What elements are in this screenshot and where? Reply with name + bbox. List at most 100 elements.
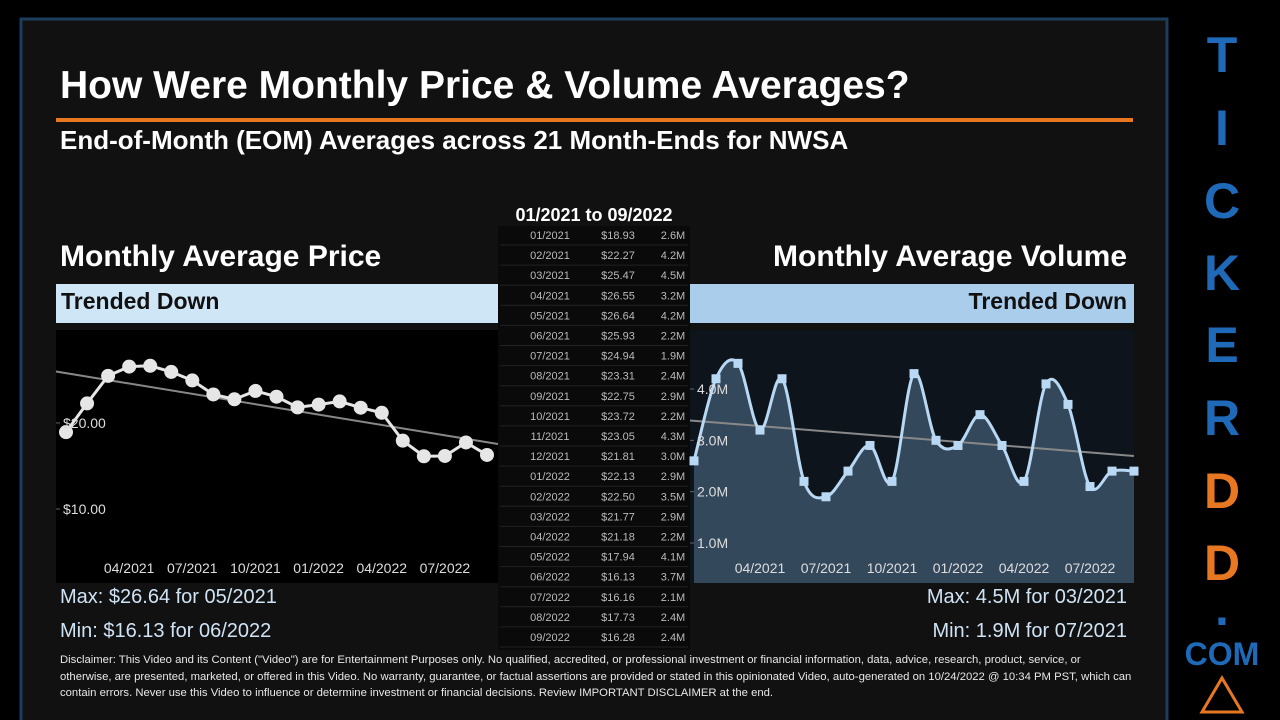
trend-line [55,370,499,446]
table-date: 12/2021 [530,451,570,463]
y-tick-label: $10.00 [63,501,106,517]
table-price: $24.94 [601,351,635,363]
marker [311,397,326,412]
table-volume: 2.2M [661,411,685,423]
marker [953,440,963,450]
brand-letter: C [1204,173,1240,229]
table-price: $25.93 [601,331,635,343]
table-volume: 4.3M [661,431,685,443]
table-bg [498,226,690,650]
marker [480,447,494,462]
min-label: Min: 1.9M for 07/2021 [932,620,1127,642]
marker [909,369,919,379]
table-price: $22.27 [601,250,635,262]
marker [80,396,95,411]
brand-letter: I [1215,100,1229,156]
marker [1063,399,1073,409]
table-volume: 2.9M [661,511,685,523]
table-volume: 3.7M [661,572,685,584]
table-price: $26.55 [601,290,635,302]
table-price: $23.31 [601,371,635,383]
marker [1019,476,1029,486]
marker [437,448,452,463]
logo [1199,675,1245,714]
table-price: $22.13 [601,471,635,483]
marker [1107,466,1117,476]
y-tick-label: 3.0M [697,432,728,448]
marker [290,400,305,415]
table-volume: 4.1M [661,552,685,564]
table-volume: 3.5M [661,491,685,503]
max-label: Max: $26.64 for 05/2021 [60,586,277,608]
brand-letter: . [1215,580,1229,636]
brand-letter: E [1205,317,1238,373]
table-volume: 4.5M [661,270,685,282]
line [692,358,1135,500]
brand-letter: D [1204,535,1240,591]
table-date: 10/2021 [530,411,570,423]
table-volume: 3.2M [661,290,685,302]
brand-letter: T [1207,27,1238,83]
marker [821,492,831,502]
table-volume: 2.9M [661,391,685,403]
table-date: 03/2022 [530,511,570,523]
x-tick-label: 04/2022 [999,560,1050,576]
table-date: 04/2022 [530,532,570,544]
marker [799,476,809,486]
marker [227,392,242,407]
table-date: 02/2022 [530,491,570,503]
table-volume: 2.9M [661,471,685,483]
marker [975,410,985,420]
table-price: $22.75 [601,391,635,403]
marker [185,373,200,388]
min-label: Min: $16.13 for 06/2022 [60,620,271,642]
table-price: $25.47 [601,270,635,282]
table-price: $16.13 [601,572,635,584]
y-tick-label: $20.00 [63,415,106,431]
table-volume: 3.0M [661,451,685,463]
trend-band [690,284,1134,323]
table-price: $18.93 [601,230,635,242]
marker [101,368,116,383]
marker [143,358,158,373]
table-date: 06/2022 [530,572,570,584]
table-volume: 2.2M [661,532,685,544]
table-date: 01/2021 [530,230,570,242]
table-price: $22.50 [601,491,635,503]
marker [733,358,743,368]
table-price: $26.64 [601,310,635,322]
brand-letter: COM [1185,636,1260,672]
marker [206,387,221,402]
marker [395,433,410,448]
marker [59,425,73,440]
table-date: 04/2021 [530,290,570,302]
table-price: $21.77 [601,511,635,523]
table-date: 11/2021 [531,431,570,443]
y-tick-label: 1.0M [697,535,728,551]
table-date: 05/2022 [530,552,570,564]
table-date: 03/2021 [530,270,570,282]
x-tick-label: 07/2022 [420,560,471,576]
table-volume: 2.4M [661,632,685,644]
table-price: $23.72 [601,411,635,423]
marker [248,383,263,398]
table-price: $21.18 [601,532,635,544]
table-date: 06/2021 [530,331,570,343]
y-tick-label: 2.0M [697,484,728,500]
x-tick-label: 07/2021 [801,560,852,576]
trend-label: Trended Down [969,288,1127,314]
table-price: $21.81 [601,451,635,463]
marker [843,466,853,476]
table-volume: 4.2M [661,250,685,262]
table-price: $17.94 [601,552,635,564]
x-tick-label: 04/2021 [104,560,155,576]
brand-letter: K [1204,245,1240,301]
table-title: 01/2021 to 09/2022 [515,205,672,225]
marker [269,389,284,404]
trend-label: Trended Down [61,288,219,314]
table-date: 07/2021 [530,351,570,363]
marker [353,400,368,415]
table-volume: 2.4M [661,371,685,383]
title: How Were Monthly Price & Volume Averages… [60,64,910,107]
